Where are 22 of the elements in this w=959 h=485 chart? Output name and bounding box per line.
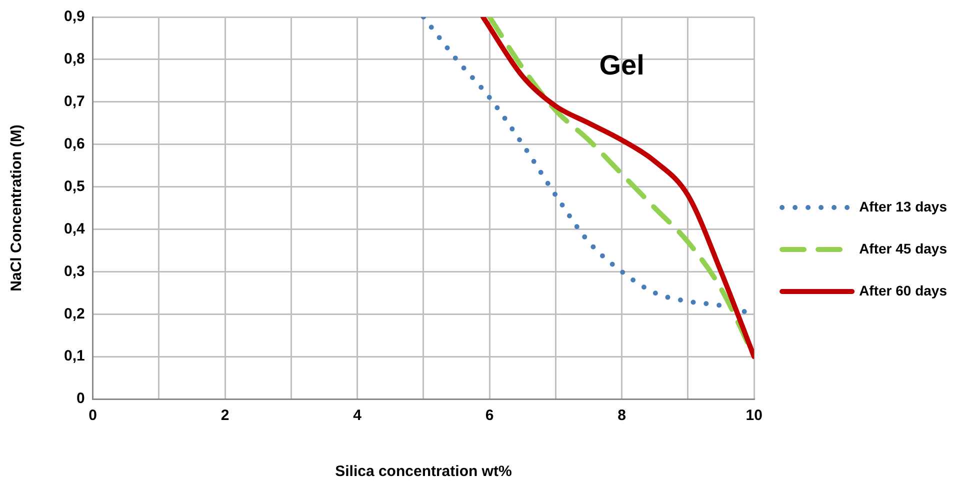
x-tick-label: 10 [746,407,762,424]
y-tick-label: 0,3 [64,262,85,280]
legend-label: After 60 days [859,282,948,298]
legend-label: After 13 days [859,198,948,214]
y-tick-label: 0,1 [64,348,85,365]
y-tick-label: 0,6 [64,135,85,152]
annotation: Gel [599,49,644,80]
legend-label: After 45 days [859,240,948,256]
y-axis-title: NaCl Concentration (M) [8,124,26,292]
x-axis-title: Silica concentration wt% [335,463,512,480]
x-tick-label: 8 [618,407,626,424]
x-tick-label: 4 [353,407,362,424]
x-tick-label: 6 [485,407,494,424]
y-tick-label: 0,2 [64,305,85,322]
y-tick-label: 0,7 [64,93,85,110]
y-tick-label: 0,5 [64,178,85,195]
x-tick-label: 0 [88,407,98,424]
y-tick-label: 0,9 [64,8,85,26]
y-tick-label: 0,4 [64,220,86,238]
y-tick-label: 0 [76,390,85,408]
x-tick-label: 2 [220,407,230,424]
y-tick-label: 0,8 [64,50,85,68]
